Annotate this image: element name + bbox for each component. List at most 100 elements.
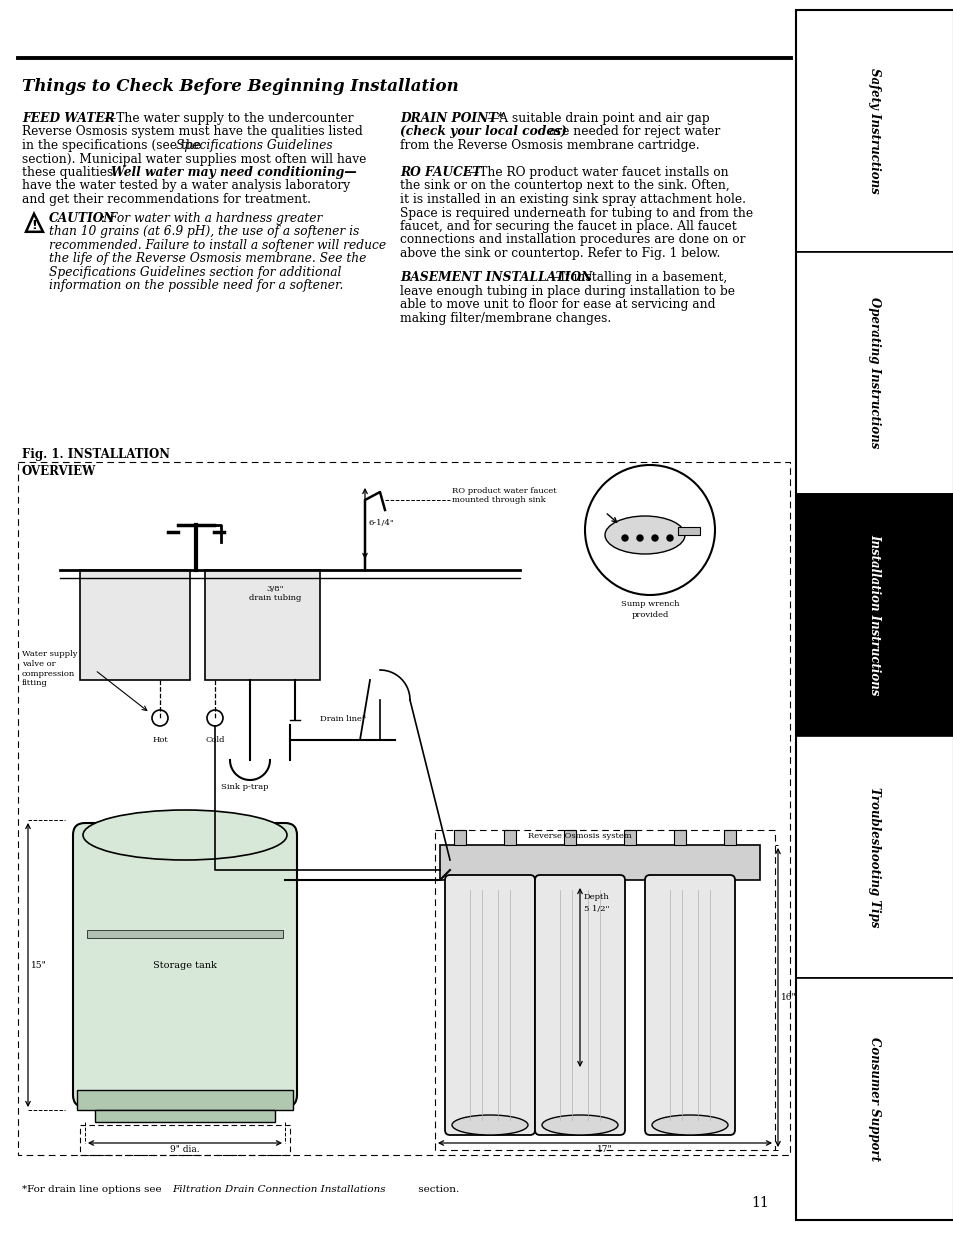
Text: Fig. 1. INSTALLATION
OVERVIEW: Fig. 1. INSTALLATION OVERVIEW xyxy=(22,448,170,478)
Bar xyxy=(18,462,789,1155)
Ellipse shape xyxy=(452,1115,527,1135)
Text: Drain line*: Drain line* xyxy=(319,715,366,722)
Text: Installation Instructions: Installation Instructions xyxy=(867,535,881,695)
Text: Hot: Hot xyxy=(152,736,168,743)
Circle shape xyxy=(584,466,714,595)
Bar xyxy=(678,527,700,535)
Text: —The water supply to the undercounter: —The water supply to the undercounter xyxy=(104,112,354,125)
Text: DRAIN POINT*: DRAIN POINT* xyxy=(399,112,503,125)
Text: (check your local codes): (check your local codes) xyxy=(399,126,566,138)
Text: FEED WATER: FEED WATER xyxy=(22,112,114,125)
Ellipse shape xyxy=(541,1115,618,1135)
Text: 6-1/4": 6-1/4" xyxy=(369,520,395,527)
Text: Sump wrench: Sump wrench xyxy=(620,600,679,608)
Bar xyxy=(673,830,685,845)
Text: faucet, and for securing the faucet in place. All faucet: faucet, and for securing the faucet in p… xyxy=(399,220,736,233)
Bar xyxy=(95,1110,274,1123)
Text: : For water with a hardness greater: : For water with a hardness greater xyxy=(101,212,322,225)
Bar xyxy=(795,494,953,736)
Bar xyxy=(205,571,319,680)
Bar xyxy=(435,830,774,1150)
Text: leave enough tubing in place during installation to be: leave enough tubing in place during inst… xyxy=(399,285,734,298)
Text: Space is required underneath for tubing to and from the: Space is required underneath for tubing … xyxy=(399,206,752,220)
Bar xyxy=(563,830,576,845)
Text: Storage tank: Storage tank xyxy=(152,961,216,969)
FancyBboxPatch shape xyxy=(644,876,734,1135)
Text: 3/8": 3/8" xyxy=(266,585,283,593)
Polygon shape xyxy=(26,214,43,232)
Text: it is installed in an existing sink spray attachment hole.: it is installed in an existing sink spra… xyxy=(399,193,745,206)
Bar xyxy=(503,830,516,845)
Text: have the water tested by a water analysis laboratory: have the water tested by a water analysi… xyxy=(22,179,350,193)
Text: from the Reverse Osmosis membrane cartridge.: from the Reverse Osmosis membrane cartri… xyxy=(399,140,699,152)
Text: Consumer Support: Consumer Support xyxy=(867,1037,881,1161)
Bar xyxy=(795,10,953,1220)
Circle shape xyxy=(651,535,658,541)
Text: in the specifications (see the: in the specifications (see the xyxy=(22,140,205,152)
Text: Well water may need conditioning—: Well water may need conditioning— xyxy=(111,165,356,179)
Text: RO product water faucet: RO product water faucet xyxy=(452,487,556,495)
Text: the sink or on the countertop next to the sink. Often,: the sink or on the countertop next to th… xyxy=(399,179,729,193)
Text: are needed for reject water: are needed for reject water xyxy=(544,126,720,138)
Bar xyxy=(795,736,953,978)
Text: 17": 17" xyxy=(597,1145,612,1153)
Text: making filter/membrane changes.: making filter/membrane changes. xyxy=(399,311,611,325)
Text: mounted through sink: mounted through sink xyxy=(452,496,545,504)
Bar xyxy=(80,1125,290,1155)
Circle shape xyxy=(666,535,672,541)
Text: Sink p-trap: Sink p-trap xyxy=(221,783,269,790)
FancyBboxPatch shape xyxy=(535,876,624,1135)
Text: !: ! xyxy=(31,220,37,232)
Bar xyxy=(795,978,953,1220)
Bar xyxy=(80,571,190,680)
Ellipse shape xyxy=(83,810,287,860)
Text: 16": 16" xyxy=(781,993,796,1002)
Ellipse shape xyxy=(651,1115,727,1135)
Text: 9" dia.: 9" dia. xyxy=(170,1145,199,1153)
Bar xyxy=(723,830,735,845)
Bar xyxy=(623,830,636,845)
Text: Things to Check Before Beginning Installation: Things to Check Before Beginning Install… xyxy=(22,78,458,95)
Text: Operating Instructions: Operating Instructions xyxy=(867,298,881,448)
Text: Cold: Cold xyxy=(205,736,225,743)
Text: Specifications Guidelines section for additional: Specifications Guidelines section for ad… xyxy=(49,266,341,279)
Text: Specifications Guidelines: Specifications Guidelines xyxy=(175,140,333,152)
Text: Troubleshooting Tips: Troubleshooting Tips xyxy=(867,787,881,927)
Text: Reverse Osmosis system: Reverse Osmosis system xyxy=(528,832,631,840)
Text: above the sink or countertop. Refer to Fig. 1 below.: above the sink or countertop. Refer to F… xyxy=(399,247,720,261)
Text: *For drain line options see: *For drain line options see xyxy=(22,1186,165,1194)
Ellipse shape xyxy=(604,516,684,555)
Text: 15": 15" xyxy=(30,961,47,969)
Text: 11: 11 xyxy=(750,1195,768,1210)
Text: and get their recommendations for treatment.: and get their recommendations for treatm… xyxy=(22,193,311,206)
Text: than 10 grains (at 6.9 pH), the use of a softener is: than 10 grains (at 6.9 pH), the use of a… xyxy=(49,226,359,238)
Text: information on the possible need for a softener.: information on the possible need for a s… xyxy=(49,279,343,293)
Text: CAUTION: CAUTION xyxy=(49,212,115,225)
Text: Reverse Osmosis system must have the qualities listed: Reverse Osmosis system must have the qua… xyxy=(22,126,362,138)
Text: Water supply
valve or
compression
fitting: Water supply valve or compression fittin… xyxy=(22,650,77,688)
Circle shape xyxy=(637,535,642,541)
Text: Filtration Drain Connection Installations: Filtration Drain Connection Installation… xyxy=(172,1186,385,1194)
FancyBboxPatch shape xyxy=(444,876,535,1135)
Text: 5 1/2": 5 1/2" xyxy=(583,905,609,913)
Text: provided: provided xyxy=(631,611,668,619)
FancyBboxPatch shape xyxy=(73,823,296,1107)
Text: —The RO product water faucet installs on: —The RO product water faucet installs on xyxy=(467,165,728,179)
Text: these qualities.: these qualities. xyxy=(22,165,121,179)
Text: —A suitable drain point and air gap: —A suitable drain point and air gap xyxy=(486,112,709,125)
Text: BASEMENT INSTALLATION: BASEMENT INSTALLATION xyxy=(399,272,592,284)
Text: section). Municipal water supplies most often will have: section). Municipal water supplies most … xyxy=(22,152,366,165)
Text: drain tubing: drain tubing xyxy=(249,594,301,601)
Text: connections and installation procedures are done on or: connections and installation procedures … xyxy=(399,233,744,247)
Text: Safety Instructions: Safety Instructions xyxy=(867,68,881,194)
Text: section.: section. xyxy=(415,1186,458,1194)
Text: recommended. Failure to install a softener will reduce: recommended. Failure to install a soften… xyxy=(49,238,386,252)
Text: the life of the Reverse Osmosis membrane. See the: the life of the Reverse Osmosis membrane… xyxy=(49,252,366,266)
Bar xyxy=(77,1091,293,1110)
Text: Depth: Depth xyxy=(583,893,609,902)
Circle shape xyxy=(621,535,627,541)
Bar xyxy=(87,930,283,939)
Text: —If installing in a basement,: —If installing in a basement, xyxy=(547,272,726,284)
Text: RO FAUCET: RO FAUCET xyxy=(399,165,481,179)
Text: able to move unit to floor for ease at servicing and: able to move unit to floor for ease at s… xyxy=(399,299,715,311)
